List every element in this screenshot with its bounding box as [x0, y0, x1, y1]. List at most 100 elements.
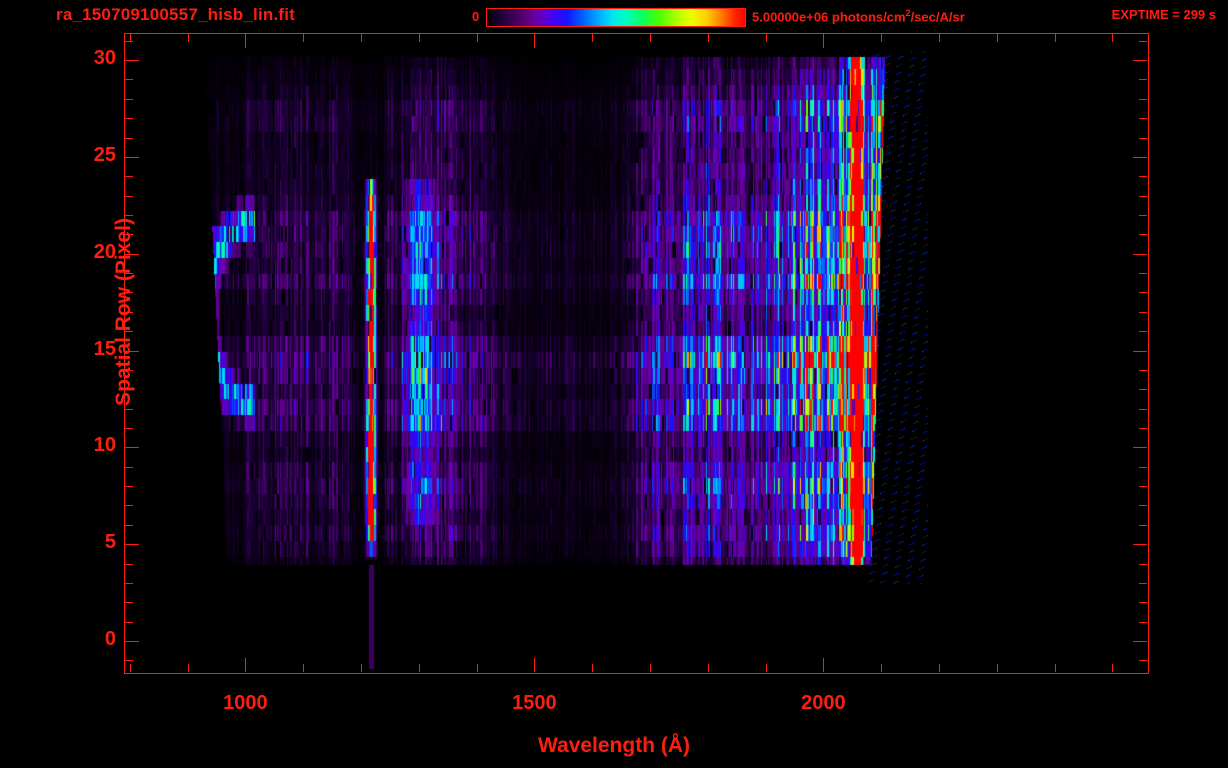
y-tick-label: 0 [104, 628, 116, 651]
y-minor-tick [125, 466, 133, 468]
y-minor-tick-right [1139, 582, 1147, 584]
y-tick-label: 20 [93, 240, 116, 263]
y-minor-tick-right [1139, 486, 1147, 488]
y-major-tick [125, 447, 139, 449]
y-minor-tick-right [1139, 660, 1147, 662]
x-minor-tick [1112, 664, 1114, 672]
y-minor-tick [125, 369, 133, 371]
colorbar-max-label: 5.00000e+06 photons/cm2/sec/A/sr [752, 8, 965, 24]
y-minor-tick-right [1139, 292, 1147, 294]
y-minor-tick [125, 331, 133, 333]
x-minor-tick-top [881, 34, 883, 42]
x-minor-tick-top [707, 34, 709, 42]
x-minor-tick [649, 664, 651, 672]
y-major-tick [125, 253, 139, 255]
y-minor-tick [125, 215, 133, 217]
y-minor-tick-right [1139, 79, 1147, 81]
x-minor-tick [707, 664, 709, 672]
x-minor-tick [996, 664, 998, 672]
x-major-tick-top [823, 34, 825, 48]
y-axis-title: Spatial Row (Pixel) [112, 218, 135, 406]
y-minor-tick-right [1139, 234, 1147, 236]
x-major-tick-top [534, 34, 536, 48]
x-minor-tick [476, 664, 478, 672]
y-minor-tick-right [1139, 311, 1147, 313]
x-minor-tick [592, 664, 594, 672]
x-minor-tick-top [938, 34, 940, 42]
colorbar-min-label: 0 [472, 9, 480, 24]
y-minor-tick-right [1139, 331, 1147, 333]
x-minor-tick [881, 664, 883, 672]
x-minor-tick-top [418, 34, 420, 42]
y-minor-tick [125, 505, 133, 507]
y-minor-tick-right [1139, 98, 1147, 100]
colorbar-units-prefix: photons/cm [828, 9, 906, 25]
x-minor-tick-top [360, 34, 362, 42]
y-minor-tick-right [1139, 118, 1147, 120]
y-minor-tick-right [1139, 176, 1147, 178]
x-minor-tick-top [1054, 34, 1056, 42]
y-minor-tick-right [1139, 428, 1147, 430]
exposure-time-label: EXPTIME = 299 s [1111, 7, 1216, 22]
y-minor-tick-right [1139, 215, 1147, 217]
x-minor-tick-top [1112, 34, 1114, 42]
page-title: ra_150709100557_hisb_lin.fit [56, 5, 296, 24]
y-tick-label: 10 [93, 434, 116, 457]
y-minor-tick [125, 563, 133, 565]
y-minor-tick-right [1139, 137, 1147, 139]
heatmap-plot-area[interactable] [124, 33, 1149, 674]
y-minor-tick-right [1139, 524, 1147, 526]
y-major-tick [125, 641, 139, 643]
y-minor-tick [125, 176, 133, 178]
y-minor-tick [125, 408, 133, 410]
x-major-tick [823, 658, 825, 672]
x-minor-tick [938, 664, 940, 672]
x-major-tick-top [245, 34, 247, 48]
y-minor-tick [125, 292, 133, 294]
colorbar-units-exponent: 2 [905, 8, 911, 18]
y-minor-tick [125, 234, 133, 236]
y-tick-label: 30 [93, 47, 116, 70]
y-minor-tick [125, 137, 133, 139]
y-minor-tick [125, 621, 133, 623]
x-minor-tick [303, 664, 305, 672]
x-minor-tick [129, 664, 131, 672]
y-minor-tick [125, 311, 133, 313]
y-minor-tick [125, 524, 133, 526]
y-major-tick [125, 60, 139, 62]
x-minor-tick [187, 664, 189, 672]
x-minor-tick-top [129, 34, 131, 42]
y-minor-tick [125, 582, 133, 584]
y-tick-label: 25 [93, 143, 116, 166]
x-minor-tick-top [765, 34, 767, 42]
x-axis-title: Wavelength (Å) [537, 734, 691, 757]
x-tick-label: 2000 [801, 692, 846, 714]
y-minor-tick-right [1139, 563, 1147, 565]
x-minor-tick-top [187, 34, 189, 42]
y-minor-tick [125, 40, 133, 42]
y-major-tick-right [1133, 253, 1147, 255]
y-minor-tick [125, 118, 133, 120]
y-minor-tick [125, 602, 133, 604]
x-major-tick [245, 658, 247, 672]
colorbar-units-suffix: /sec/A/sr [910, 9, 965, 25]
y-minor-tick-right [1139, 369, 1147, 371]
y-minor-tick-right [1139, 273, 1147, 275]
y-major-tick-right [1133, 447, 1147, 449]
y-major-tick [125, 350, 139, 352]
y-minor-tick [125, 79, 133, 81]
y-major-tick [125, 544, 139, 546]
y-minor-tick [125, 273, 133, 275]
x-minor-tick-top [592, 34, 594, 42]
x-minor-tick [360, 664, 362, 672]
y-major-tick-right [1133, 60, 1147, 62]
y-minor-tick [125, 660, 133, 662]
y-minor-tick-right [1139, 40, 1147, 42]
y-minor-tick-right [1139, 505, 1147, 507]
x-minor-tick-top [303, 34, 305, 42]
y-minor-tick-right [1139, 195, 1147, 197]
y-minor-tick-right [1139, 389, 1147, 391]
x-tick-label: 1000 [223, 692, 268, 714]
y-minor-tick [125, 195, 133, 197]
